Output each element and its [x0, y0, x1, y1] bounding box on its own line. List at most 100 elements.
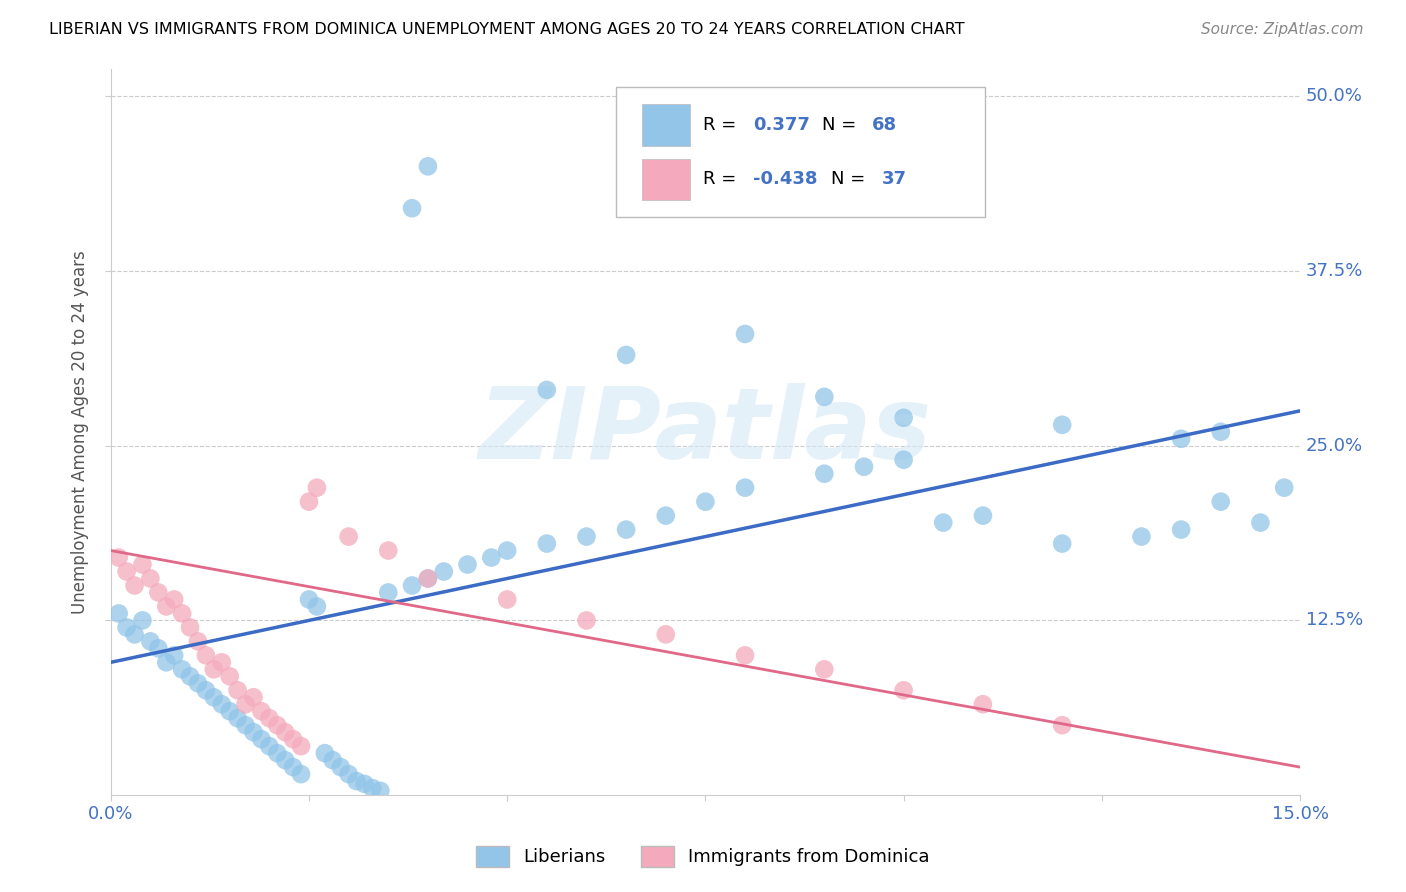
Point [148, 585, 170, 599]
Point [1050, 718, 1073, 732]
Point [479, 550, 502, 565]
Point [250, 704, 273, 718]
Point [226, 711, 249, 725]
Point [401, 578, 423, 592]
Point [107, 607, 129, 621]
Point [155, 599, 177, 614]
FancyBboxPatch shape [616, 87, 984, 218]
Point [211, 656, 233, 670]
Point [695, 494, 717, 508]
Text: 50.0%: 50.0% [1306, 87, 1362, 105]
Point [1170, 523, 1192, 537]
Point [131, 558, 153, 572]
Point [614, 523, 637, 537]
FancyBboxPatch shape [643, 104, 690, 145]
Point [290, 739, 312, 754]
Point [416, 572, 439, 586]
Point [575, 614, 598, 628]
Point [290, 767, 312, 781]
Point [298, 494, 321, 508]
Text: 25.0%: 25.0% [1306, 437, 1364, 455]
Point [655, 508, 678, 523]
Point [1249, 516, 1271, 530]
Point [337, 530, 360, 544]
Point [893, 683, 915, 698]
Point [377, 585, 399, 599]
Text: N =: N = [823, 116, 862, 134]
Point [1170, 432, 1192, 446]
Point [172, 607, 194, 621]
Point [266, 746, 288, 760]
Text: Source: ZipAtlas.com: Source: ZipAtlas.com [1201, 22, 1364, 37]
Point [274, 753, 297, 767]
Point [496, 592, 519, 607]
Point [377, 543, 399, 558]
Point [131, 614, 153, 628]
Point [893, 452, 915, 467]
Point [163, 592, 186, 607]
Point [179, 669, 201, 683]
Point [274, 725, 297, 739]
Point [211, 698, 233, 712]
Point [972, 698, 994, 712]
Point [361, 780, 384, 795]
Point [194, 683, 217, 698]
FancyBboxPatch shape [643, 159, 690, 200]
Text: LIBERIAN VS IMMIGRANTS FROM DOMINICA UNEMPLOYMENT AMONG AGES 20 TO 24 YEARS CORR: LIBERIAN VS IMMIGRANTS FROM DOMINICA UNE… [49, 22, 965, 37]
Point [148, 641, 170, 656]
Point [1272, 481, 1295, 495]
Point [139, 572, 162, 586]
Point [1209, 425, 1232, 439]
Point [281, 732, 304, 747]
Point [172, 662, 194, 676]
Point [139, 634, 162, 648]
Text: R =: R = [703, 170, 742, 188]
Point [155, 656, 177, 670]
Point [329, 760, 352, 774]
Point [115, 620, 138, 634]
Point [281, 760, 304, 774]
Text: -0.438: -0.438 [754, 170, 817, 188]
Point [813, 467, 835, 481]
Point [298, 592, 321, 607]
Text: 0.377: 0.377 [754, 116, 810, 134]
Point [314, 746, 336, 760]
Point [235, 698, 257, 712]
Point [115, 565, 138, 579]
Point [575, 530, 598, 544]
Point [813, 662, 835, 676]
Point [194, 648, 217, 663]
Point [932, 516, 955, 530]
Text: R =: R = [703, 116, 742, 134]
Legend: Liberians, Immigrants from Dominica: Liberians, Immigrants from Dominica [470, 838, 936, 874]
Point [416, 572, 439, 586]
Point [734, 648, 756, 663]
Point [337, 767, 360, 781]
Point [893, 410, 915, 425]
Text: 37: 37 [882, 170, 907, 188]
Point [734, 481, 756, 495]
Point [124, 627, 146, 641]
Point [226, 683, 249, 698]
Point [655, 627, 678, 641]
Point [1209, 494, 1232, 508]
Point [218, 704, 240, 718]
Point [734, 326, 756, 341]
Point [242, 725, 264, 739]
Point [496, 543, 519, 558]
Text: 37.5%: 37.5% [1306, 262, 1364, 280]
Point [305, 599, 328, 614]
Point [852, 459, 875, 474]
Point [124, 578, 146, 592]
Text: N =: N = [831, 170, 872, 188]
Point [614, 348, 637, 362]
Point [1050, 417, 1073, 432]
Point [401, 201, 423, 215]
Point [163, 648, 186, 663]
Point [179, 620, 201, 634]
Point [353, 777, 375, 791]
Point [259, 711, 281, 725]
Point [346, 774, 368, 789]
Point [972, 508, 994, 523]
Point [187, 634, 209, 648]
